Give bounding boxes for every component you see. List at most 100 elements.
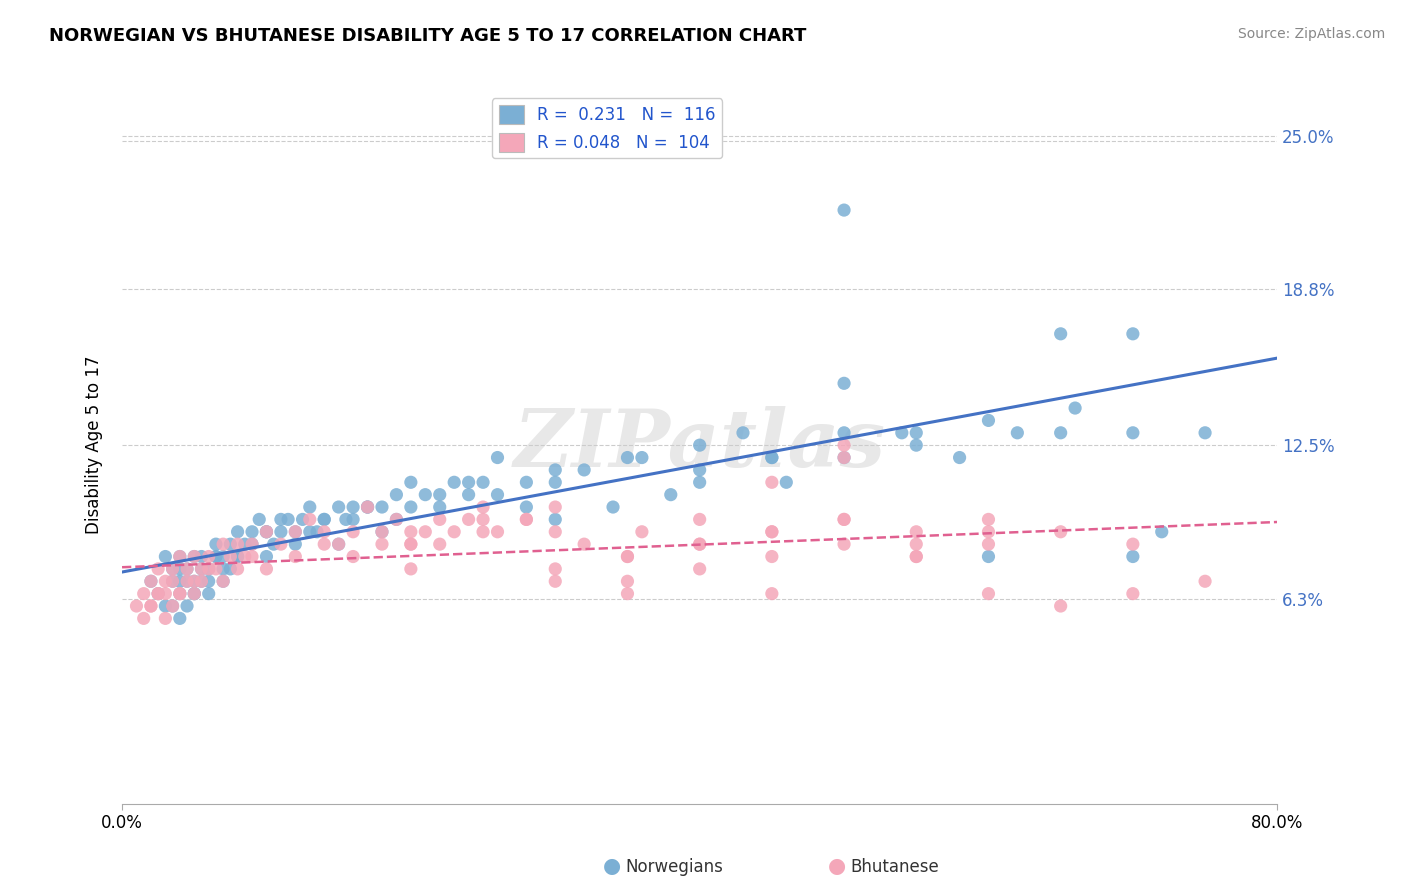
Point xyxy=(689,562,711,576)
Point xyxy=(176,599,198,613)
Text: ●: ● xyxy=(828,856,845,876)
Point xyxy=(247,512,270,526)
Point xyxy=(689,512,711,526)
Point xyxy=(977,54,1000,69)
Point xyxy=(399,475,422,490)
Point xyxy=(472,524,495,539)
Point xyxy=(399,500,422,514)
Point xyxy=(328,500,350,514)
Point xyxy=(162,562,184,576)
Point xyxy=(905,537,928,551)
Point xyxy=(205,549,228,564)
Point xyxy=(270,537,292,551)
Text: Norwegians: Norwegians xyxy=(626,858,724,876)
Point xyxy=(905,524,928,539)
Point xyxy=(205,562,228,576)
Point xyxy=(305,524,328,539)
Point xyxy=(240,549,263,564)
Point xyxy=(761,450,783,465)
Point xyxy=(1049,599,1071,613)
Point xyxy=(162,599,184,613)
Point xyxy=(155,587,177,601)
Point xyxy=(544,500,567,514)
Point xyxy=(486,524,509,539)
Point xyxy=(284,524,307,539)
Point xyxy=(212,537,235,551)
Point xyxy=(190,574,212,589)
Point xyxy=(132,611,155,625)
Point xyxy=(298,500,321,514)
Point xyxy=(176,562,198,576)
Point xyxy=(146,562,169,576)
Point xyxy=(162,574,184,589)
Point xyxy=(457,512,479,526)
Point xyxy=(761,587,783,601)
Point xyxy=(284,549,307,564)
Point xyxy=(169,562,191,576)
Point xyxy=(429,512,451,526)
Point xyxy=(342,524,364,539)
Point xyxy=(176,562,198,576)
Point xyxy=(832,203,855,218)
Point xyxy=(977,537,1000,551)
Point xyxy=(731,425,754,440)
Point xyxy=(761,549,783,564)
Point xyxy=(385,512,408,526)
Point xyxy=(761,450,783,465)
Point xyxy=(832,376,855,391)
Point xyxy=(689,537,711,551)
Point xyxy=(761,524,783,539)
Point xyxy=(183,549,205,564)
Point xyxy=(515,500,537,514)
Point xyxy=(977,587,1000,601)
Point xyxy=(572,463,595,477)
Point xyxy=(1007,425,1029,440)
Point xyxy=(544,463,567,477)
Point xyxy=(890,425,912,440)
Point xyxy=(146,587,169,601)
Point xyxy=(1049,524,1071,539)
Point xyxy=(256,524,278,539)
Point xyxy=(226,549,249,564)
Point xyxy=(342,500,364,514)
Point xyxy=(544,475,567,490)
Text: Source: ZipAtlas.com: Source: ZipAtlas.com xyxy=(1237,27,1385,41)
Point xyxy=(413,488,436,502)
Point xyxy=(139,574,162,589)
Point xyxy=(977,549,1000,564)
Point xyxy=(472,500,495,514)
Point xyxy=(472,512,495,526)
Point xyxy=(371,524,394,539)
Point xyxy=(371,524,394,539)
Point xyxy=(429,500,451,514)
Point xyxy=(270,512,292,526)
Point xyxy=(197,587,219,601)
Point xyxy=(832,537,855,551)
Point xyxy=(413,524,436,539)
Point xyxy=(356,500,378,514)
Point xyxy=(155,599,177,613)
Point xyxy=(263,537,285,551)
Point xyxy=(356,500,378,514)
Point xyxy=(616,549,638,564)
Point xyxy=(689,463,711,477)
Point xyxy=(139,599,162,613)
Point xyxy=(240,524,263,539)
Point xyxy=(342,512,364,526)
Point xyxy=(226,549,249,564)
Point xyxy=(544,524,567,539)
Point xyxy=(1049,425,1071,440)
Point xyxy=(226,524,249,539)
Point xyxy=(291,512,314,526)
Point xyxy=(328,537,350,551)
Point xyxy=(1194,425,1216,440)
Point xyxy=(240,537,263,551)
Point xyxy=(314,537,336,551)
Point xyxy=(219,537,242,551)
Point xyxy=(314,524,336,539)
Point xyxy=(616,450,638,465)
Point xyxy=(155,549,177,564)
Point xyxy=(190,562,212,576)
Point xyxy=(443,524,465,539)
Point xyxy=(761,475,783,490)
